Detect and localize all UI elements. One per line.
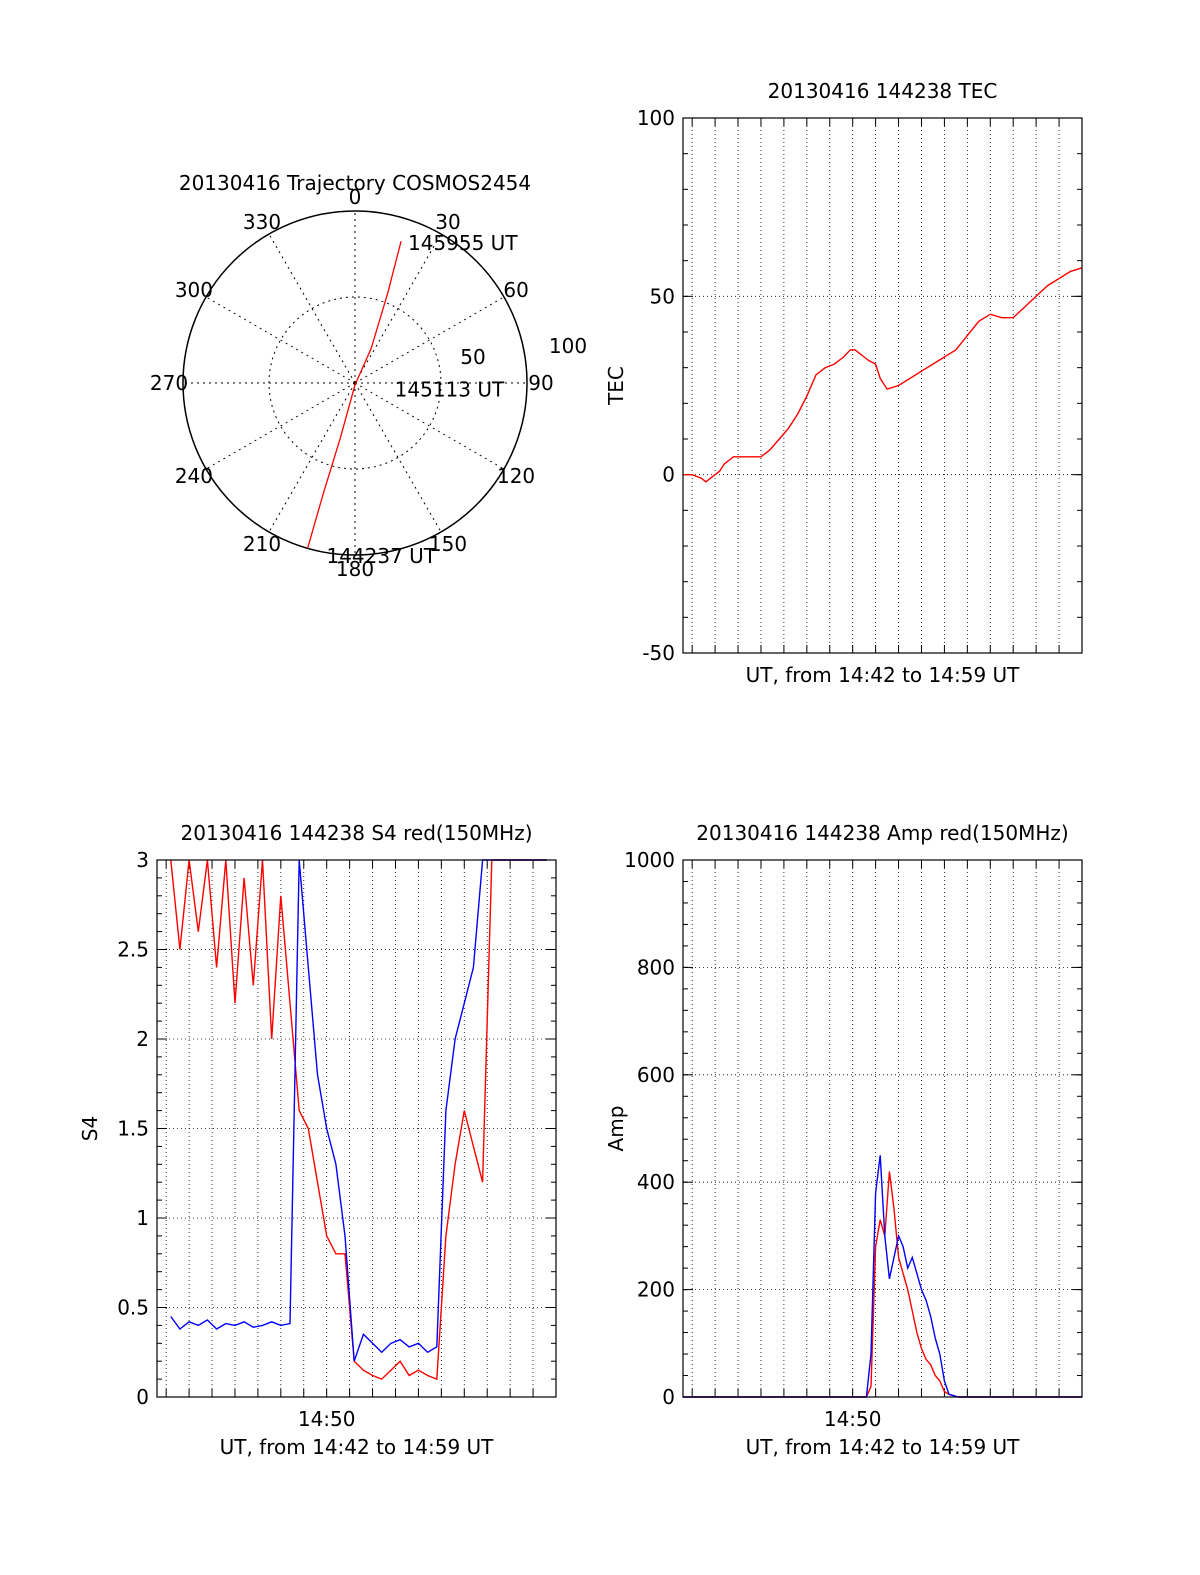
series-line [170,859,547,1362]
y-tick-label: 800 [637,955,675,979]
polar-spoke [205,296,356,384]
trajectory-line [306,241,402,549]
azimuth-label: 330 [243,210,281,234]
y-tick-label: 3 [136,848,149,872]
polar-grid [182,210,528,556]
polar-spoke [268,233,356,384]
y-tick-label: 1 [136,1206,149,1230]
y-tick-label: 0 [136,1385,149,1409]
polar-spoke [354,382,505,470]
series-line [683,267,1083,483]
azimuth-label: 30 [435,210,460,234]
radial-label-50: 50 [460,345,485,369]
tec-plot: 20130416 144238 TEC -50 0 50 100 UT, from 14:… [604,79,1083,687]
polar-spoke [354,382,442,533]
azimuth-label: 180 [336,557,374,581]
azimuth-label: 120 [497,464,535,488]
series-line [170,859,547,1381]
y-tick-label: -50 [642,641,675,665]
panel-title: 20130416 144238 S4 red(150MHz) [181,821,533,845]
y-tick-label: 2.5 [117,938,149,962]
y-tick-label: 200 [637,1278,675,1302]
polar-spoke [354,296,505,384]
x-tick-label: 14:50 [824,1407,882,1431]
trajectory-time-label: 145955 UT [408,231,518,255]
series-line [683,1155,1082,1398]
azimuth-labels: 0 30 60 90 120 150 180 210 240 270 300 330 [150,185,554,581]
plot-frame [682,117,1083,654]
polar-spoke [205,382,356,470]
panel-title: 20130416 144238 TEC [768,79,998,103]
trajectory-time-label: 145113 UT [395,378,505,402]
y-tick-label: 1000 [624,848,675,872]
y-tick-label: 1.5 [117,1117,149,1141]
trajectory-title: 20130416 Trajectory COSMOS2454 [179,171,531,195]
x-axis-label: UT, from 14:42 to 14:59 UT [220,1435,495,1459]
y-axis-label: S4 [78,1116,102,1141]
y-axis-label: Amp [604,1106,628,1152]
x-axis-label: UT, from 14:42 to 14:59 UT [746,1435,1021,1459]
azimuth-label: 60 [503,278,528,302]
polar-spoke [268,382,356,533]
y-tick-label: 400 [637,1170,675,1194]
y-tick-label: 600 [637,1063,675,1087]
y-tick-label: 0 [662,463,675,487]
trajectory-annotations: 145955 UT 145113 UT 144237 UT [326,231,518,568]
plot-frame [156,859,557,1398]
y-tick-label: 2 [136,1027,149,1051]
y-tick-label: 100 [637,106,675,130]
azimuth-label: 270 [150,371,188,395]
polar-spoke [354,233,442,384]
s4-plot: 20130416 144238 S4 red(150MHz) 0 0.5 1 1.5 2 2… [78,821,557,1459]
y-tick-label: 50 [650,284,675,308]
azimuth-label: 150 [429,532,467,556]
plot-frame [682,859,1083,1398]
x-axis-label: UT, from 14:42 to 14:59 UT [746,663,1021,687]
amp-plot: 20130416 144238 Amp red(150MHz) 0 200 400 60… [604,821,1083,1459]
azimuth-label: 90 [528,371,553,395]
trajectory-time-label: 144237 UT [326,544,436,568]
azimuth-label: 300 [175,278,213,302]
series-line [683,1171,1082,1398]
trajectory-path [306,241,402,549]
y-tick-label: 0.5 [117,1296,149,1320]
trajectory-polar-plot: 20130416 Trajectory COSMOS2454 0 30 60 90 12… [150,171,587,581]
y-tick-label: 0 [662,1385,675,1409]
y-axis-label: TEC [604,366,628,406]
panel-title: 20130416 144238 Amp red(150MHz) [696,821,1068,845]
radial-label-100: 100 [549,334,587,358]
azimuth-label: 240 [175,464,213,488]
x-tick-label: 14:50 [298,1407,356,1431]
azimuth-label: 210 [243,532,281,556]
polar-outer-circle [182,210,528,556]
azimuth-label: 0 [349,185,362,209]
